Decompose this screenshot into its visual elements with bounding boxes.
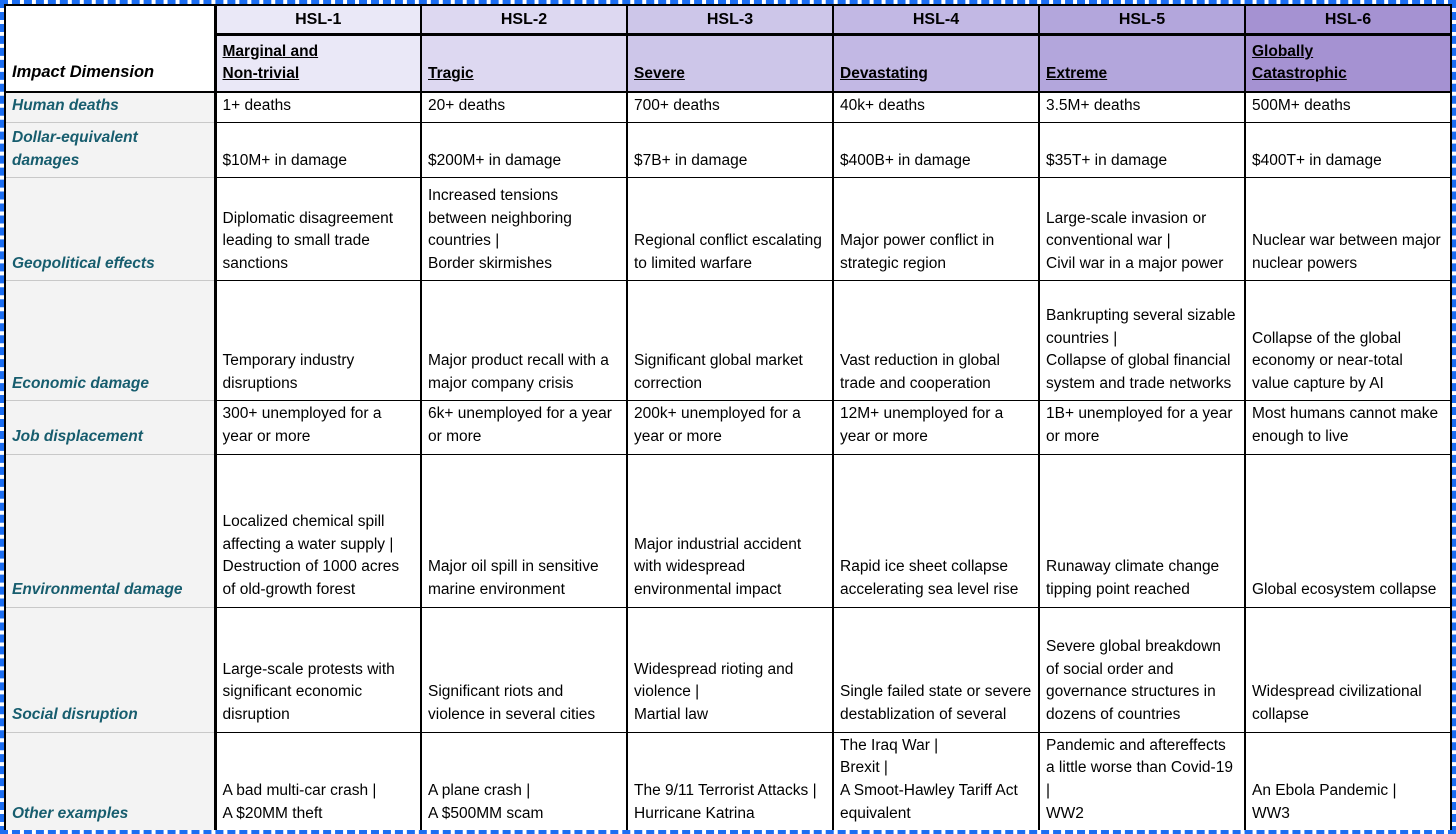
column-header-hsl-3[interactable]: HSL-3 [626,4,834,37]
table-cell[interactable]: An Ebola Pandemic | WW3 [1244,731,1452,830]
severity-label: Severe [634,65,685,83]
table-cell[interactable]: 12M+ unemployed for a year or more [832,400,1040,455]
table-cell[interactable]: Significant riots and violence in severa… [420,606,628,733]
table-cell[interactable]: 6k+ unemployed for a year or more [420,400,628,455]
table-cell[interactable]: $35T+ in damage [1038,122,1246,179]
severity-label: Extreme [1046,65,1108,83]
table-cell[interactable]: Single failed state or severe destabliza… [832,606,1040,733]
severity-header-hsl-5[interactable]: Extreme [1038,33,1246,93]
severity-label: Tragic [428,65,474,83]
table-cell[interactable]: Rapid ice sheet collapse accelerating se… [832,453,1040,608]
table-cell[interactable]: The 9/11 Terrorist Attacks | Hurricane K… [626,731,834,830]
table-row: Job displacement 300+ unemployed for a ye… [5,400,1452,455]
table-cell[interactable]: Large-scale protests with significant ec… [214,606,422,733]
table-cell[interactable]: A plane crash | A $500MM scam [420,731,628,830]
table-row: Environmental damage Localized chemical s… [5,453,1452,608]
column-header-hsl-1[interactable]: HSL-1 [214,4,422,37]
table-cell[interactable]: Nuclear war between major nuclear powers [1244,177,1452,282]
row-label[interactable]: Dollar-equivalent damages [5,122,217,179]
table-cell[interactable]: $10M+ in damage [214,122,422,179]
table-cell[interactable]: Localized chemical spill affecting a wat… [214,453,422,608]
impact-severity-table: Impact Dimension HSL-1 HSL-2 HSL-3 HSL-4 HSL… [4,4,1452,830]
column-header-hsl-6[interactable]: HSL-6 [1244,4,1452,37]
table-cell[interactable]: The Iraq War | Brexit | A Smoot-Hawley T… [832,731,1040,830]
table-cell[interactable]: $400T+ in damage [1244,122,1452,179]
table-cell[interactable]: 500M+ deaths [1244,91,1452,124]
row-label[interactable]: Job displacement [5,400,217,455]
table-cell[interactable]: $400B+ in damage [832,122,1040,179]
row-label[interactable]: Environmental damage [5,453,217,608]
table-row: Dollar-equivalent damages $10M+ in damage… [5,122,1452,179]
table-cell[interactable]: Increased tensions between neighboring c… [420,177,628,282]
table-cell[interactable]: $200M+ in damage [420,122,628,179]
severity-label: Globally Catastrophic [1252,42,1347,83]
row-label[interactable]: Social disruption [5,606,217,733]
table-cell[interactable]: Major oil spill in sensitive marine envi… [420,453,628,608]
severity-header-hsl-2[interactable]: Tragic [420,33,628,93]
table-cell[interactable]: Global ecosystem collapse [1244,453,1452,608]
table-row: Economic damage Temporary industry disrup… [5,280,1452,402]
column-header-hsl-2[interactable]: HSL-2 [420,4,628,37]
table-cell[interactable]: 3.5M+ deaths [1038,91,1246,124]
row-label[interactable]: Other examples [5,731,217,830]
table-row: Human deaths 1+ deaths 20+ deaths 700+ deat… [5,91,1452,124]
table-cell[interactable]: A bad multi-car crash | A $20MM theft [214,731,422,830]
table-cell[interactable]: Collapse of the global economy or near-t… [1244,280,1452,402]
table-cell[interactable]: Significant global market correction [626,280,834,402]
table-cell[interactable]: Most humans cannot make enough to live [1244,400,1452,455]
severity-header-hsl-3[interactable]: Severe [626,33,834,93]
hsl-header-row: Impact Dimension HSL-1 HSL-2 HSL-3 HSL-4 HSL… [5,4,1452,93]
table-row: Social disruption Large-scale protests wi… [5,606,1452,733]
table-cell[interactable]: 700+ deaths [626,91,834,124]
severity-header-hsl-4[interactable]: Devastating [832,33,1040,93]
severity-header-hsl-6[interactable]: Globally Catastrophic [1244,33,1452,93]
table-cell[interactable]: 40k+ deaths [832,91,1040,124]
table-cell[interactable]: Pandemic and aftereffects a little worse… [1038,731,1246,830]
table-cell[interactable]: Major product recall with a major compan… [420,280,628,402]
table-row: Geopolitical effects Diplomatic disagreem… [5,177,1452,282]
severity-header-hsl-1[interactable]: Marginal and Non-trivial [214,33,422,93]
table-cell[interactable]: 300+ unemployed for a year or more [214,400,422,455]
table-cell[interactable]: Regional conflict escalating to limited … [626,177,834,282]
table-cell[interactable]: Widespread civilizational collapse [1244,606,1452,733]
column-header-hsl-4[interactable]: HSL-4 [832,4,1040,37]
table-cell[interactable]: Severe global breakdown of social order … [1038,606,1246,733]
table-row: Other examples A bad multi-car crash | A … [5,731,1452,830]
severity-label: Marginal and Non-trivial [222,42,319,83]
table-cell[interactable]: Widespread rioting and violence | Martia… [626,606,834,733]
row-label[interactable]: Geopolitical effects [5,177,217,282]
table-cell[interactable]: Major industrial accident with widesprea… [626,453,834,608]
table-cell[interactable]: 1B+ unemployed for a year or more [1038,400,1246,455]
corner-label: Impact Dimension [12,62,155,81]
table-cell[interactable]: Bankrupting several sizable countries | … [1038,280,1246,402]
table-cell[interactable]: $7B+ in damage [626,122,834,179]
corner-cell[interactable]: Impact Dimension [5,5,217,93]
column-header-hsl-5[interactable]: HSL-5 [1038,4,1246,37]
severity-header-row: Marginal and Non-trivial Tragic Severe Deva… [5,33,1452,93]
table-cell[interactable]: 200k+ unemployed for a year or more [626,400,834,455]
table-cell[interactable]: Vast reduction in global trade and coope… [832,280,1040,402]
table-cell[interactable]: Runaway climate change tipping point rea… [1038,453,1246,608]
severity-label: Devastating [840,65,928,83]
row-label[interactable]: Human deaths [5,91,217,124]
table-cell[interactable]: Large-scale invasion or conventional war… [1038,177,1246,282]
table-cell[interactable]: Major power conflict in strategic region [832,177,1040,282]
table-cell[interactable]: Temporary industry disruptions [214,280,422,402]
table-cell[interactable]: 1+ deaths [214,91,422,124]
row-label[interactable]: Economic damage [5,280,217,402]
table-cell[interactable]: 20+ deaths [420,91,628,124]
table-cell[interactable]: Diplomatic disagreement leading to small… [214,177,422,282]
